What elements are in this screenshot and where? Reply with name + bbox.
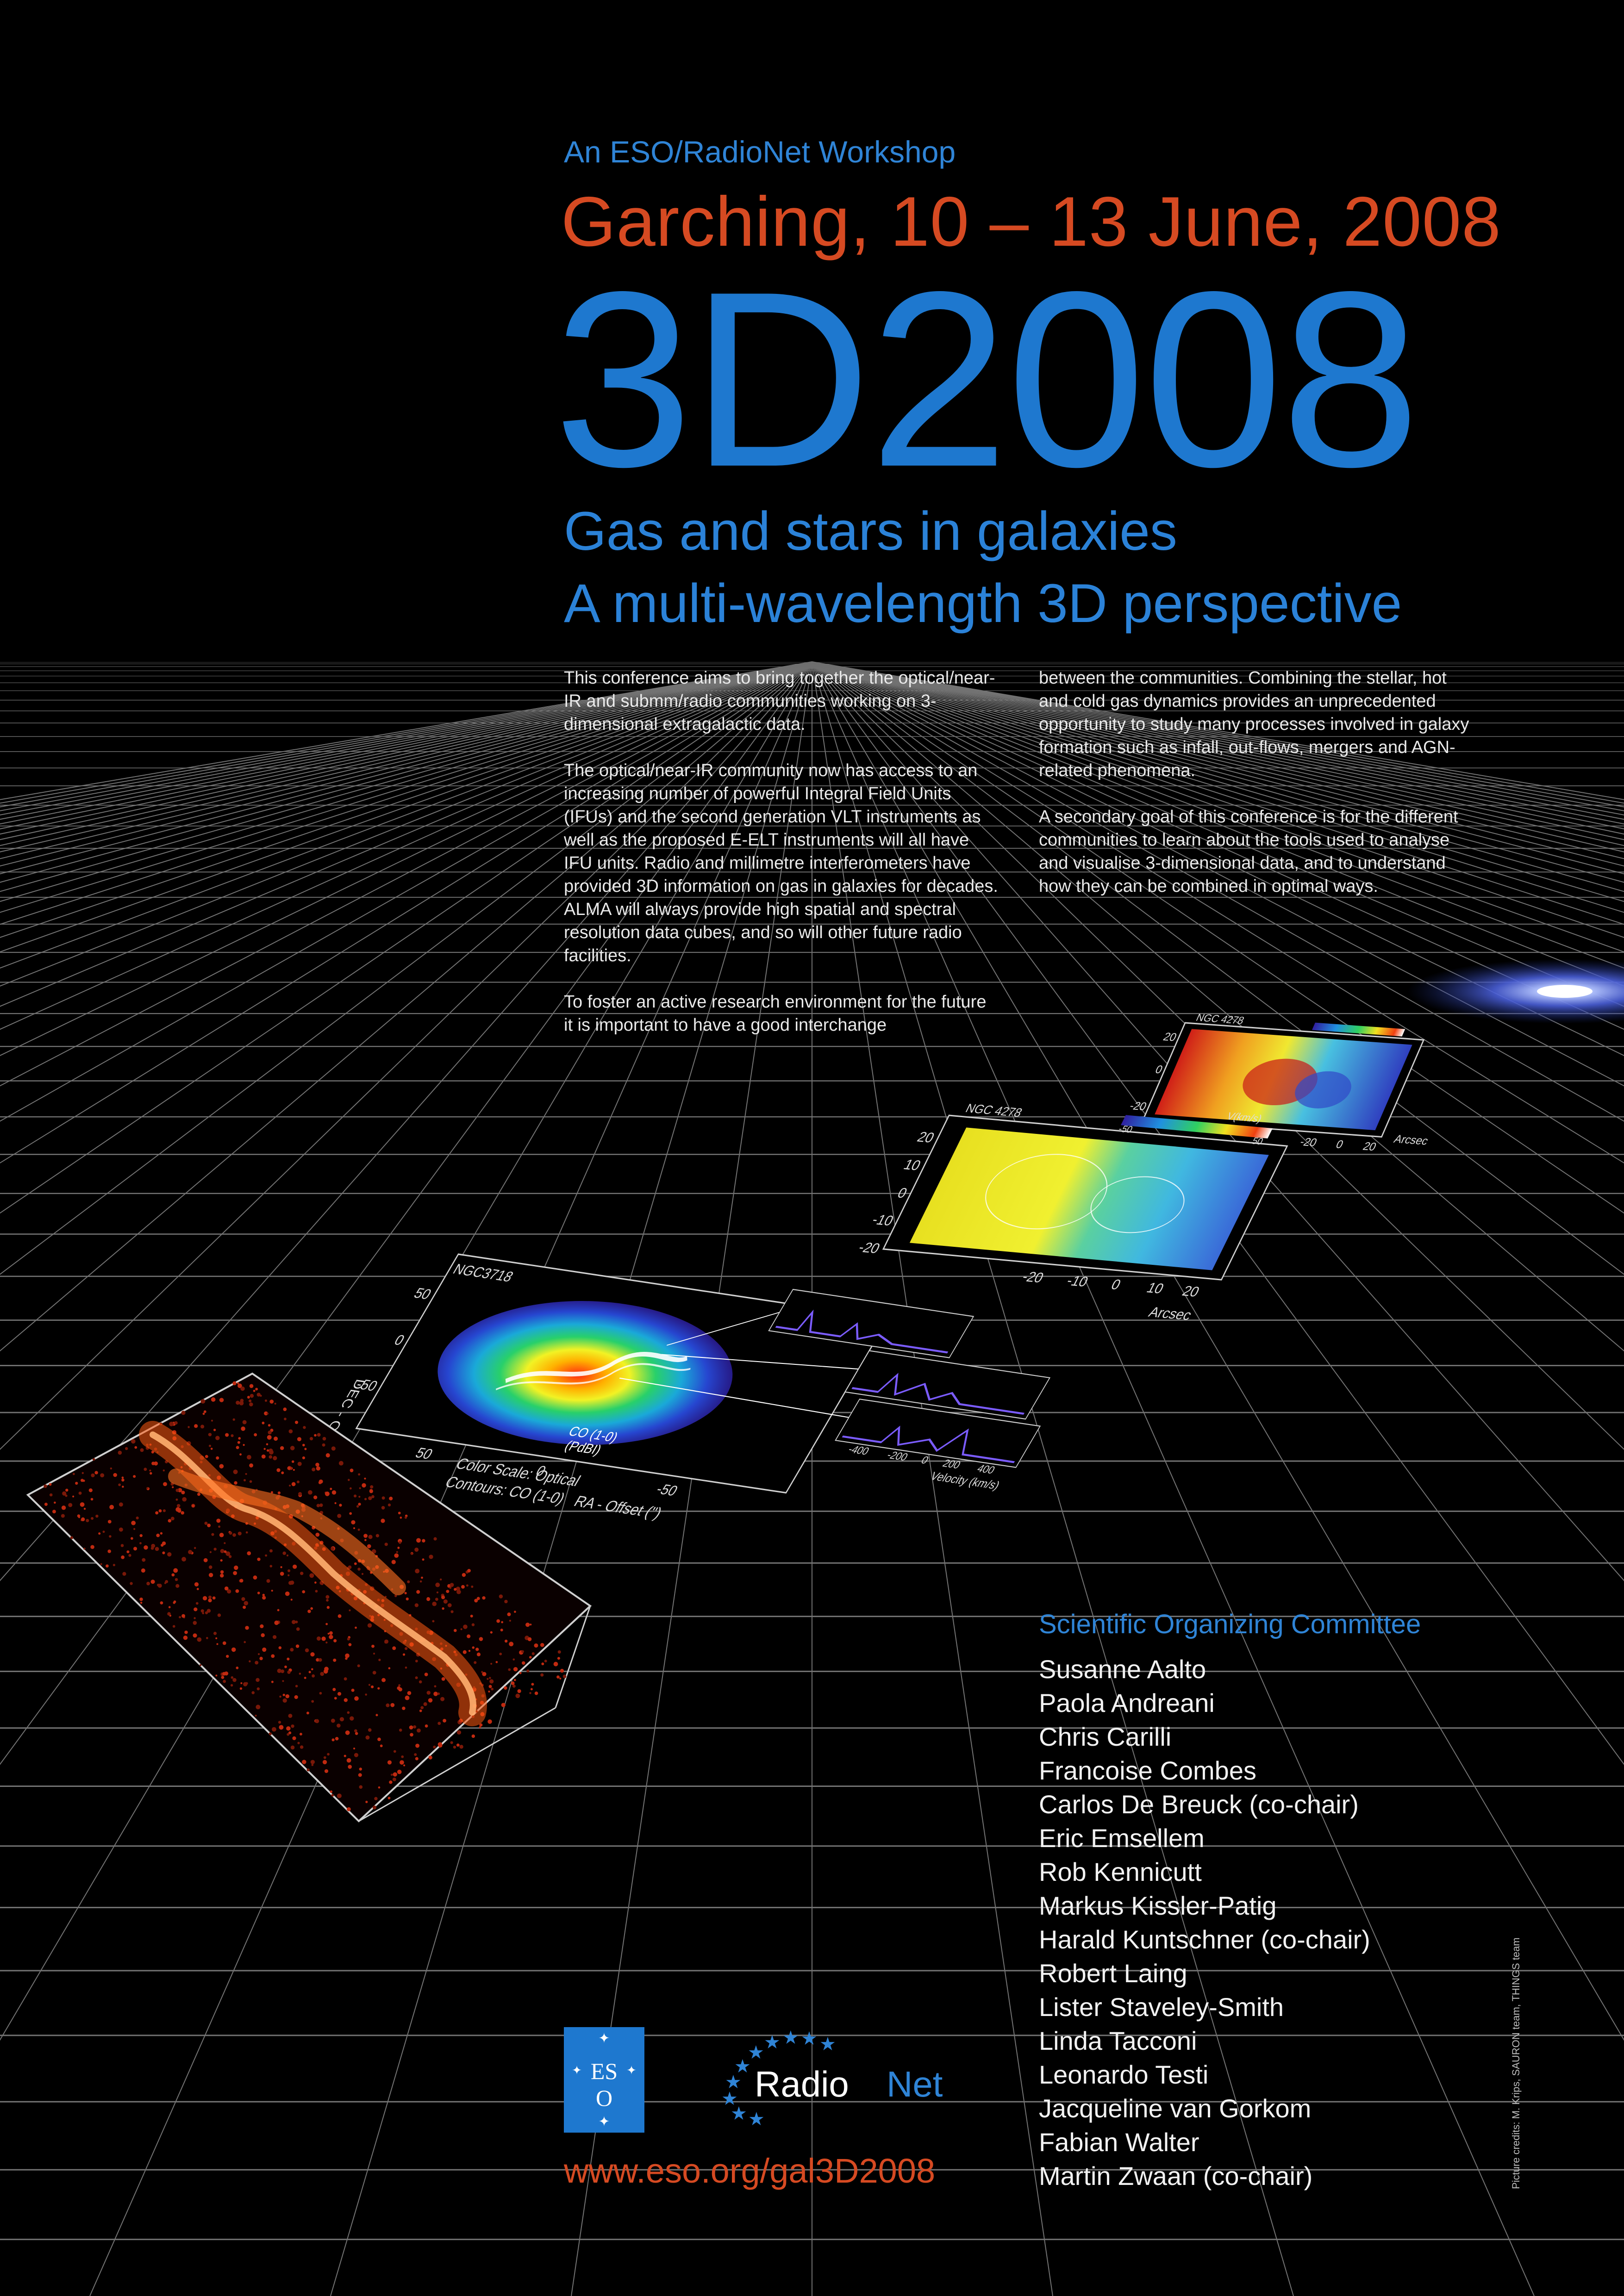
subtitle-line-1: Gas and stars in galaxies xyxy=(564,501,1177,562)
eso-logo-letter-bottom: O xyxy=(596,2085,612,2111)
panel1-tick: 50 xyxy=(412,1445,436,1462)
committee-member: Martin Zwaan (co-chair) xyxy=(1039,2161,1313,2190)
svg-text:★: ★ xyxy=(721,2088,738,2109)
committee-member: Jacqueline van Gorkom xyxy=(1039,2094,1312,2123)
page-title: 3D2008 xyxy=(554,240,1420,519)
svg-text:★: ★ xyxy=(734,2056,751,2077)
panel2-bar-tick: 50 xyxy=(1250,1136,1265,1147)
panel3-tick: 20 xyxy=(1361,1140,1378,1153)
radionet-logo: ★★★ ★★★ ★★★ ★ Radio Net xyxy=(721,2027,943,2130)
committee-heading: Scientific Organizing Committee xyxy=(1039,1609,1421,1639)
panel2-tick: 10 xyxy=(1144,1280,1167,1296)
panel1-xlabel: RA - Offset (") xyxy=(571,1493,665,1522)
svg-text:✦: ✦ xyxy=(598,2030,610,2047)
svg-text:★: ★ xyxy=(764,2032,781,2053)
panel1-spec-tick: 200 xyxy=(941,1457,963,1471)
panel2-tick: -10 xyxy=(1064,1272,1091,1289)
galaxy-image xyxy=(1407,959,1624,1024)
committee-member: Eric Emsellem xyxy=(1039,1823,1205,1853)
event-dates: Garching, 10 – 13 June, 2008 xyxy=(561,182,1501,261)
committee-member: Paola Andreani xyxy=(1039,1688,1215,1717)
eso-logo: ✦ ✦ ✦ ✦ ES O xyxy=(564,2027,644,2133)
svg-text:★: ★ xyxy=(731,2103,747,2124)
svg-text:★: ★ xyxy=(819,2034,836,2055)
panel2-tick: -10 xyxy=(869,1212,896,1229)
body-column-left: This conference aims to bring together t… xyxy=(564,666,999,1060)
panel1-tick: 50 xyxy=(411,1285,434,1303)
body-paragraph: This conference aims to bring together t… xyxy=(564,668,995,734)
workshop-kicker: An ESO/RadioNet Workshop xyxy=(564,135,956,169)
svg-text:★: ★ xyxy=(748,2109,765,2130)
panel2-tick: -20 xyxy=(1019,1269,1046,1286)
body-paragraph: The optical/near-IR community now has ac… xyxy=(564,761,998,965)
velocity-map-panel: NGC 4278 V(km/s) -50 50 20 10 0 -10 -20 … xyxy=(856,1101,1288,1324)
committee-member: Rob Kennicutt xyxy=(1039,1857,1202,1886)
committee-member: Francoise Combes xyxy=(1039,1756,1256,1785)
committee-member: Linda Tacconi xyxy=(1039,2026,1197,2055)
panel2-axis: Arcsec xyxy=(1146,1304,1195,1324)
committee-list: Susanne Aalto Paola Andreani Chris Caril… xyxy=(1039,1652,1370,2193)
picture-credits: Picture credits: M. Krips, SAURON team, … xyxy=(1510,1937,1522,2189)
committee-member: Carlos De Breuck (co-chair) xyxy=(1039,1790,1359,1819)
committee-member: Fabian Walter xyxy=(1039,2128,1199,2157)
committee-member: Leonardo Testi xyxy=(1039,2060,1209,2089)
panel3-tick: 0 xyxy=(1334,1139,1345,1151)
svg-text:★: ★ xyxy=(801,2028,818,2049)
svg-text:★: ★ xyxy=(782,2027,799,2048)
website-url[interactable]: www.eso.org/gal3D2008 xyxy=(564,2152,936,2190)
svg-text:✦: ✦ xyxy=(572,2064,582,2078)
velocity-map-panel-small: NGC 4278 20 0 -20 -20 0 20 Arcsec xyxy=(1128,1011,1430,1153)
panel2-tick: 10 xyxy=(901,1157,924,1173)
committee-member: Robert Laing xyxy=(1039,1959,1187,1988)
panel1-spec-tick: 400 xyxy=(975,1462,997,1476)
svg-text:★: ★ xyxy=(725,2072,742,2093)
data-cube-panel xyxy=(26,1372,592,1823)
subtitle-line-2: A multi-wavelength 3D perspective xyxy=(564,573,1402,634)
radionet-logo-net: Net xyxy=(887,2064,943,2104)
panel1-tick: -50 xyxy=(653,1481,681,1499)
panel2-tick: 20 xyxy=(915,1129,937,1145)
committee-member: Chris Carilli xyxy=(1039,1722,1172,1751)
panel1-spec-tick: -400 xyxy=(846,1443,871,1457)
radionet-logo-radio: Radio xyxy=(755,2064,849,2104)
body-paragraph: A secondary goal of this conference is f… xyxy=(1039,807,1458,896)
eso-logo-letters-top: ES xyxy=(591,2058,618,2084)
svg-text:✦: ✦ xyxy=(598,2114,610,2130)
body-column-right: between the communities. Combining the s… xyxy=(1039,666,1474,921)
body-paragraph: between the communities. Combining the s… xyxy=(1039,668,1469,780)
panel3-axis: Arcsec xyxy=(1392,1133,1430,1147)
committee-member: Harald Kuntschner (co-chair) xyxy=(1039,1925,1370,1954)
committee-member: Markus Kissler-Patig xyxy=(1039,1891,1277,1920)
svg-text:✦: ✦ xyxy=(626,2064,637,2078)
svg-text:★: ★ xyxy=(748,2042,764,2063)
co-intensity-map-panel: NGC3718 DEC - Offset (") RA - Offset (")… xyxy=(299,1253,1051,1522)
committee-member: Lister Staveley-Smith xyxy=(1039,1992,1284,2022)
panel2-tick: -20 xyxy=(856,1239,883,1256)
panel2-tick: 0 xyxy=(1108,1276,1124,1293)
panel3-tick: -20 xyxy=(1298,1136,1319,1149)
body-paragraph: To foster an active research environment… xyxy=(564,992,987,1035)
panel3-tick: 20 xyxy=(1161,1031,1178,1044)
committee-member: Susanne Aalto xyxy=(1039,1655,1206,1684)
panel2-tick: 20 xyxy=(1180,1283,1202,1300)
panel3-tick: -20 xyxy=(1128,1100,1149,1113)
